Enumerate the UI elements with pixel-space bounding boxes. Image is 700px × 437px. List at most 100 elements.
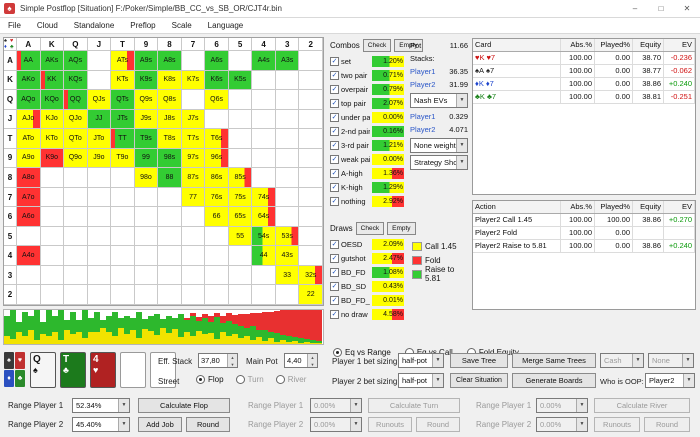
hand-cell[interactable] (299, 148, 323, 169)
matrix-row-header[interactable]: 9 (4, 148, 17, 169)
hand-cell[interactable]: 43s (275, 246, 300, 266)
strategy-dropdown[interactable]: Strategy Show ▼ (410, 155, 468, 170)
matrix-row-header[interactable]: J (4, 109, 17, 130)
table-row[interactable]: ♠A ♠7 100.00 0.00 38.77 -0.062 (473, 65, 695, 78)
hand-cell[interactable] (158, 246, 182, 266)
hand-cell[interactable] (87, 246, 112, 266)
empty-card-slot[interactable] (150, 352, 176, 388)
equity-view-option[interactable]: Eq vs Range (333, 348, 391, 357)
combos-empty-button[interactable]: Empty (394, 39, 423, 52)
runouts-turn-button[interactable]: Runouts (368, 417, 412, 432)
hand-cell[interactable]: 75s (228, 187, 253, 208)
hand-cell[interactable]: J8s (158, 109, 182, 130)
hand-cell[interactable] (228, 90, 253, 110)
hand-cell[interactable] (17, 226, 41, 247)
hand-cell[interactable] (87, 168, 112, 188)
hand-cell[interactable]: KK (40, 70, 65, 91)
hand-cell[interactable]: ATs (111, 51, 135, 71)
legend-item[interactable]: Fold (412, 253, 472, 267)
hand-cell[interactable] (87, 187, 112, 208)
hand-cell[interactable] (275, 207, 300, 227)
matrix-col-header[interactable]: 5 (228, 38, 253, 51)
hand-cell[interactable]: QTs (111, 90, 135, 110)
player1-ev-link[interactable]: Player1 (410, 112, 436, 121)
empty-card-slot[interactable] (120, 352, 146, 388)
hand-cell[interactable] (111, 168, 135, 188)
hand-cell[interactable]: A9o (17, 148, 41, 169)
calculate-turn-button[interactable]: Calculate Turn (368, 398, 460, 413)
hand-cell[interactable]: JTs (111, 109, 135, 130)
spinner-arrows-icon[interactable]: ▲ ▼ (307, 354, 317, 367)
hand-cell[interactable]: 74s (252, 187, 276, 208)
cash-dropdown[interactable]: Cash ▼ (600, 353, 644, 368)
hand-cell[interactable] (299, 70, 323, 91)
checkbox-checked-icon[interactable]: ✓ (330, 168, 339, 178)
checkbox-checked-icon[interactable]: ✓ (330, 281, 339, 291)
checkbox-checked-icon[interactable]: ✓ (330, 56, 339, 66)
merge-same-trees-button[interactable]: Merge Same Trees (512, 353, 596, 368)
range-player1-river-pct-dropdown[interactable]: 0.00% ▼ (536, 398, 588, 413)
matrix-col-header[interactable]: 6 (205, 38, 229, 51)
hand-cell[interactable]: 32s (299, 265, 323, 286)
hand-cell[interactable] (228, 246, 253, 266)
hand-cell[interactable] (134, 207, 159, 227)
hand-cell[interactable] (299, 246, 323, 266)
hand-cell[interactable] (158, 187, 182, 208)
hand-cell[interactable] (64, 207, 88, 227)
hand-cell[interactable] (205, 226, 229, 247)
range-player1-pct-dropdown[interactable]: 52.34% ▼ (72, 398, 130, 413)
hand-cell[interactable]: K7s (181, 70, 206, 91)
hand-cell[interactable]: A6s (205, 51, 229, 71)
hand-cell[interactable]: 99 (134, 148, 159, 169)
hand-cell[interactable] (111, 246, 135, 266)
hand-cell[interactable]: Q6s (205, 90, 229, 110)
hand-cell[interactable]: KQo (40, 90, 65, 110)
hand-cell[interactable]: QQ (64, 90, 88, 110)
table-row[interactable]: ♣K ♣7 100.00 0.00 38.81 -0.251 (473, 91, 695, 104)
matrix-row-header[interactable]: 2 (4, 285, 17, 305)
checkbox-checked-icon[interactable]: ✓ (330, 84, 339, 94)
board-card[interactable]: Q ♠ (30, 352, 56, 388)
hand-cell[interactable] (134, 187, 159, 208)
hand-cell[interactable] (275, 70, 300, 91)
combos-check-button[interactable]: Check (362, 39, 392, 52)
player2-stack-link[interactable]: Player2 (410, 80, 436, 89)
hand-cell[interactable]: QJs (87, 90, 112, 110)
hand-cell[interactable]: 33 (275, 265, 300, 286)
hand-cell[interactable]: 98o (134, 168, 159, 188)
p1-sizing-dropdown[interactable]: half-pot ▼ (398, 353, 444, 368)
hand-cell[interactable]: AQo (17, 90, 41, 110)
checkbox-checked-icon[interactable]: ✓ (330, 253, 339, 263)
hand-cell[interactable]: J9o (87, 148, 112, 169)
hand-cell[interactable]: Q8s (158, 90, 182, 110)
hand-cell[interactable] (228, 109, 253, 130)
hand-cell[interactable] (181, 51, 206, 71)
hand-cell[interactable] (158, 226, 182, 247)
hand-cell[interactable] (275, 109, 300, 130)
hand-cell[interactable] (252, 168, 276, 188)
hand-cell[interactable] (228, 148, 253, 169)
hand-cell[interactable]: 65s (228, 207, 253, 227)
clear-situation-button[interactable]: Clear Situation (450, 373, 508, 388)
matrix-row-header[interactable]: K (4, 70, 17, 91)
hand-cell[interactable] (252, 148, 276, 169)
hand-cell[interactable]: A4o (17, 246, 41, 266)
hand-cell[interactable] (40, 168, 65, 188)
hand-cell[interactable] (87, 51, 112, 71)
checkbox-checked-icon[interactable]: ✓ (330, 140, 339, 150)
hand-cell[interactable]: 98s (158, 148, 182, 169)
menu-item-preflop[interactable]: Preflop (130, 21, 156, 30)
hand-cell[interactable] (111, 207, 135, 227)
matrix-col-header[interactable]: K (40, 38, 65, 51)
checkbox-checked-icon[interactable]: ✓ (330, 126, 339, 136)
round-button[interactable]: Round (186, 417, 230, 432)
hand-cell[interactable] (181, 285, 206, 305)
range-player2-pct-dropdown[interactable]: 45.40% ▼ (72, 417, 130, 432)
main-pot-input[interactable]: 4,40 ▲ ▼ (284, 353, 318, 368)
p2-sizing-dropdown[interactable]: half-pot ▼ (398, 373, 444, 388)
matrix-col-header[interactable]: A (17, 38, 41, 51)
matrix-row-header[interactable]: Q (4, 90, 17, 110)
legend-item[interactable]: Raise to 5.81 (412, 265, 472, 283)
hand-cell[interactable]: K5s (228, 70, 253, 91)
spinner-arrows-icon[interactable]: ▲ ▼ (227, 354, 237, 367)
